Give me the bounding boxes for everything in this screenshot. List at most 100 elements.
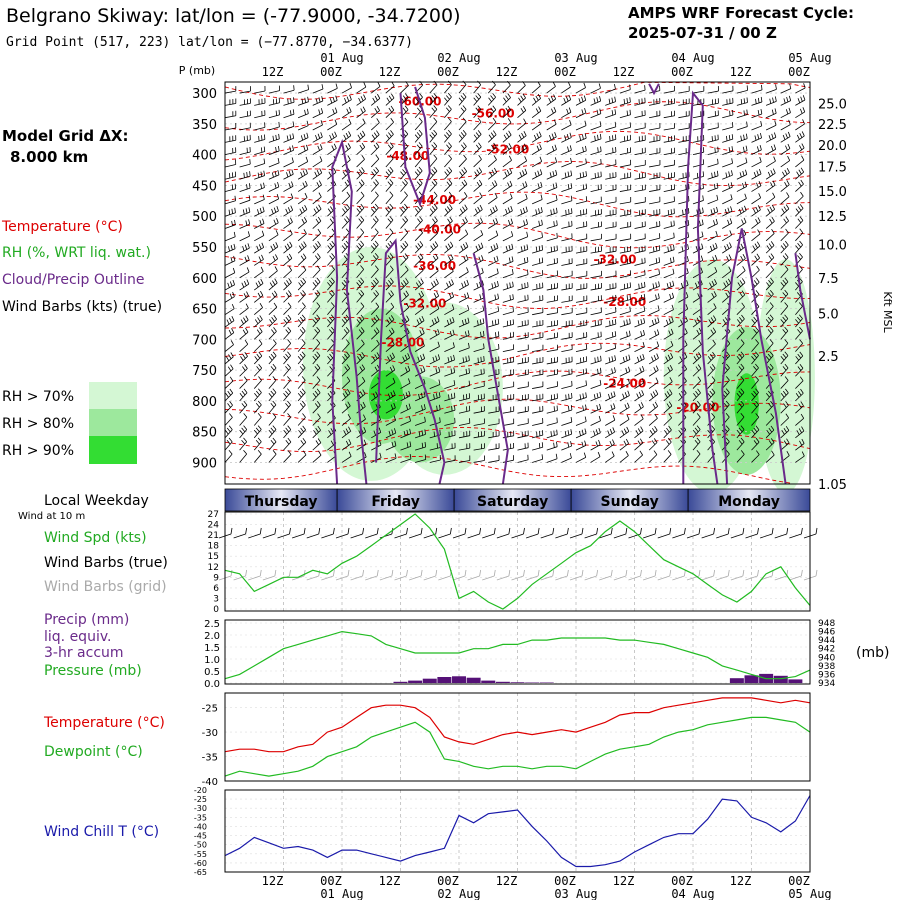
- wind-barb: [766, 120, 776, 130]
- top-hour-label: 00Z: [320, 65, 342, 79]
- wind-barb: [518, 194, 528, 204]
- wind-barb: [459, 267, 468, 277]
- wind-barb: [225, 450, 232, 462]
- wind-barb: [620, 222, 631, 229]
- wind-barb: [547, 430, 558, 438]
- wind-barb: [576, 441, 586, 451]
- wind-barb: [781, 180, 790, 191]
- wind-barb: [225, 268, 235, 278]
- wind-barb: [752, 242, 760, 253]
- wind-barb: [605, 122, 616, 130]
- pressure-tick-label: 900: [192, 456, 217, 471]
- wind-barb: [591, 380, 601, 389]
- wind-barb: [240, 377, 248, 389]
- wind-barb: [605, 439, 614, 450]
- wind-barb: [518, 232, 528, 241]
- surface-barb-true: [395, 528, 408, 538]
- wind-barb: [284, 266, 292, 278]
- wind-barb: [225, 98, 236, 105]
- wind-barb: [649, 233, 660, 241]
- wind-barb: [488, 319, 499, 327]
- wind-barb: [254, 328, 262, 340]
- wind-barb: [591, 96, 601, 105]
- wind-barb: [649, 197, 660, 204]
- wind-barb: [591, 404, 601, 413]
- wind-barb: [298, 401, 305, 413]
- wind-barb: [503, 382, 514, 389]
- wind-barb: [518, 295, 529, 303]
- wind-barb: [459, 130, 466, 142]
- wind-barb: [781, 108, 791, 118]
- wind-barb: [284, 145, 294, 154]
- wind-barb: [547, 145, 557, 155]
- wind-barb: [576, 96, 586, 106]
- wind-barb: [576, 283, 587, 290]
- wind-barb: [532, 144, 541, 154]
- wind-barb: [795, 131, 804, 142]
- pressure-tick-label: 750: [192, 364, 217, 379]
- wind-barb: [795, 156, 804, 167]
- wind-barb: [342, 204, 350, 216]
- wind-barb: [620, 234, 631, 241]
- wind-barb: [737, 218, 746, 229]
- wind-barb: [284, 364, 291, 376]
- wind-barb: [693, 159, 704, 167]
- wind-barb: [313, 205, 321, 216]
- surface-barb-grid: [555, 570, 568, 580]
- surface-barb-grid: [512, 570, 525, 580]
- surface-barb-true: [380, 528, 393, 538]
- wind-barb: [547, 381, 558, 388]
- wind-barb: [722, 182, 732, 191]
- speed-tick-label: 6: [213, 584, 219, 594]
- surface-barb-true: [555, 528, 568, 538]
- wind-barb: [430, 167, 437, 179]
- wind-barb: [313, 266, 320, 278]
- wind-barb: [620, 391, 630, 401]
- wind-barb: [678, 268, 688, 278]
- wind-barb: [518, 244, 528, 253]
- chill-tick-label: -25: [194, 795, 207, 804]
- wind-barb: [605, 403, 615, 413]
- wind-barb: [664, 160, 675, 167]
- weekday-label: Thursday: [245, 494, 318, 510]
- surface-barb-true: [351, 528, 364, 538]
- wind-barb: [269, 242, 278, 253]
- wind-barb: [459, 93, 466, 105]
- wind-barb: [722, 242, 731, 253]
- wind-barb: [254, 438, 261, 450]
- wind-barb: [298, 169, 307, 179]
- wind-barb: [591, 109, 601, 118]
- wind-barb: [576, 234, 587, 241]
- wind-barb: [284, 218, 293, 229]
- wind-barb: [284, 315, 291, 327]
- precip-tick-label: 2.5: [204, 619, 220, 630]
- wind-barb: [488, 443, 499, 450]
- wind-barb: [327, 253, 334, 265]
- height-tick-label: 20.0: [818, 139, 847, 154]
- wind-barb: [561, 196, 572, 204]
- cloud-outline: [649, 84, 659, 93]
- wind-barb: [649, 281, 659, 290]
- wind-barb: [240, 231, 250, 241]
- wind-barb: [635, 390, 644, 401]
- surface-barb-true: [278, 528, 291, 538]
- surface-barb-true: [321, 528, 334, 538]
- surface-barb-grid: [468, 570, 481, 580]
- wind-barb: [518, 119, 527, 130]
- wind-barb: [752, 157, 762, 167]
- wind-barb: [269, 170, 279, 179]
- wind-barb: [225, 135, 236, 142]
- wind-barb: [678, 98, 689, 105]
- wind-barb: [561, 283, 572, 290]
- wind-barb: [298, 266, 306, 278]
- surface-barb-grid: [365, 570, 378, 580]
- wind-barb: [225, 413, 232, 425]
- wind-barb: [547, 332, 558, 339]
- wind-barb: [298, 242, 306, 254]
- wind-barb: [752, 254, 760, 266]
- wind-barb: [649, 111, 660, 118]
- wind-barb: [708, 86, 719, 93]
- bottom-hour-label: 12Z: [613, 874, 635, 888]
- wind-barb: [547, 258, 558, 265]
